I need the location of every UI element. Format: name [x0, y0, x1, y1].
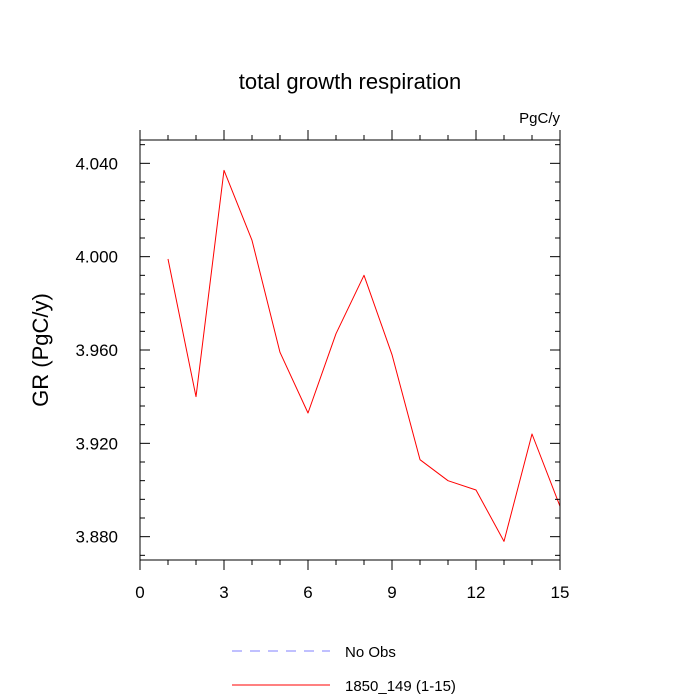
data-point — [336, 333, 337, 334]
axes: 0 3 6 9 12 15 3.880 3.920 3.960 4.000 4.040 — [75, 130, 569, 602]
data-point — [196, 396, 197, 397]
plot-frame — [139, 139, 561, 561]
data-point — [224, 170, 225, 171]
series-line-1 — [167, 169, 561, 542]
data-point — [504, 541, 505, 542]
data-point — [364, 275, 365, 276]
y-tick-label: 4.040 — [75, 154, 118, 173]
data-point — [392, 354, 393, 355]
x-tick-label: 0 — [135, 583, 144, 602]
legend: No Obs 1850_149 (1-15) — [232, 644, 456, 695]
data-point — [532, 434, 533, 435]
data-point — [252, 240, 253, 241]
x-tick-label: 15 — [551, 583, 570, 602]
x-tick-label: 3 — [219, 583, 228, 602]
series-layer — [167, 169, 561, 542]
y-tick-label: 3.920 — [75, 434, 118, 453]
y-tick-label: 3.880 — [75, 528, 118, 547]
data-point — [420, 459, 421, 460]
legend-label-1850-149: 1850_149 (1-15) — [345, 678, 456, 695]
x-tick-label: 9 — [387, 583, 396, 602]
x-tick-label: 6 — [303, 583, 312, 602]
data-point — [168, 259, 169, 260]
data-point — [476, 490, 477, 491]
chart-title: total growth respiration — [239, 69, 462, 94]
units-label: PgC/y — [519, 110, 560, 127]
y-tick-label: 4.000 — [75, 248, 118, 267]
y-tick-label: 3.960 — [75, 341, 118, 360]
x-tick-label: 12 — [467, 583, 486, 602]
data-point — [280, 352, 281, 353]
y-axis-label: GR (PgC/y) — [28, 293, 53, 407]
legend-label-no-obs: No Obs — [345, 644, 396, 661]
data-point — [308, 413, 309, 414]
data-point — [448, 480, 449, 481]
